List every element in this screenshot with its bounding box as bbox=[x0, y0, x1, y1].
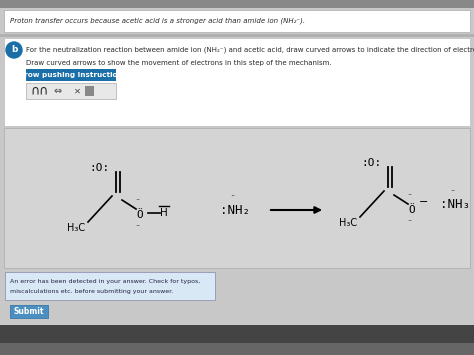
Text: ⇔: ⇔ bbox=[54, 86, 62, 96]
Circle shape bbox=[6, 42, 22, 58]
Bar bbox=[4, 128, 470, 268]
Text: :O:: :O: bbox=[362, 158, 382, 168]
Text: H₃C: H₃C bbox=[339, 218, 357, 228]
Text: ∩∩: ∩∩ bbox=[30, 84, 48, 98]
Text: Draw curved arrows to show the movement of electrons in this step of the mechani: Draw curved arrows to show the movement … bbox=[26, 60, 332, 66]
Bar bbox=[26, 83, 116, 99]
Bar bbox=[10, 305, 48, 318]
Text: H₃C: H₃C bbox=[67, 223, 85, 233]
Bar bbox=[26, 69, 116, 81]
Text: An error has been detected in your answer. Check for typos,: An error has been detected in your answe… bbox=[10, 279, 200, 284]
Bar bbox=[0, 34, 474, 37]
Text: ✕: ✕ bbox=[74, 87, 81, 95]
Text: ··: ·· bbox=[136, 197, 141, 206]
Text: :O:: :O: bbox=[90, 163, 110, 173]
Bar bbox=[4, 10, 470, 32]
Text: ··: ·· bbox=[407, 191, 413, 201]
Text: b: b bbox=[11, 45, 17, 55]
Text: −: − bbox=[419, 197, 428, 207]
Bar bbox=[0, 0, 474, 8]
Text: miscalculations etc. before submitting your answer.: miscalculations etc. before submitting y… bbox=[10, 289, 173, 294]
Text: For the neutralization reaction between amide ion (NH₂⁻) and acetic acid, draw c: For the neutralization reaction between … bbox=[26, 47, 474, 53]
Text: ··: ·· bbox=[450, 187, 456, 197]
Text: Submit: Submit bbox=[14, 307, 44, 316]
Bar bbox=[4, 38, 470, 126]
Text: ··: ·· bbox=[230, 192, 236, 202]
Bar bbox=[0, 343, 474, 355]
Bar bbox=[85, 86, 94, 96]
Text: Ö: Ö bbox=[409, 205, 415, 215]
Text: ··: ·· bbox=[407, 218, 413, 226]
Text: :NH₃: :NH₃ bbox=[440, 198, 470, 212]
Text: Ö: Ö bbox=[137, 210, 143, 220]
Text: H: H bbox=[160, 208, 168, 218]
Text: Arrow pushing Instructions: Arrow pushing Instructions bbox=[15, 72, 127, 78]
Text: ··: ·· bbox=[136, 223, 141, 231]
Bar bbox=[0, 325, 474, 343]
Bar bbox=[5, 272, 215, 300]
Text: Proton transfer occurs because acetic acid is a stronger acid than amide ion (NH: Proton transfer occurs because acetic ac… bbox=[10, 18, 305, 24]
Text: :NH₂: :NH₂ bbox=[220, 203, 250, 217]
